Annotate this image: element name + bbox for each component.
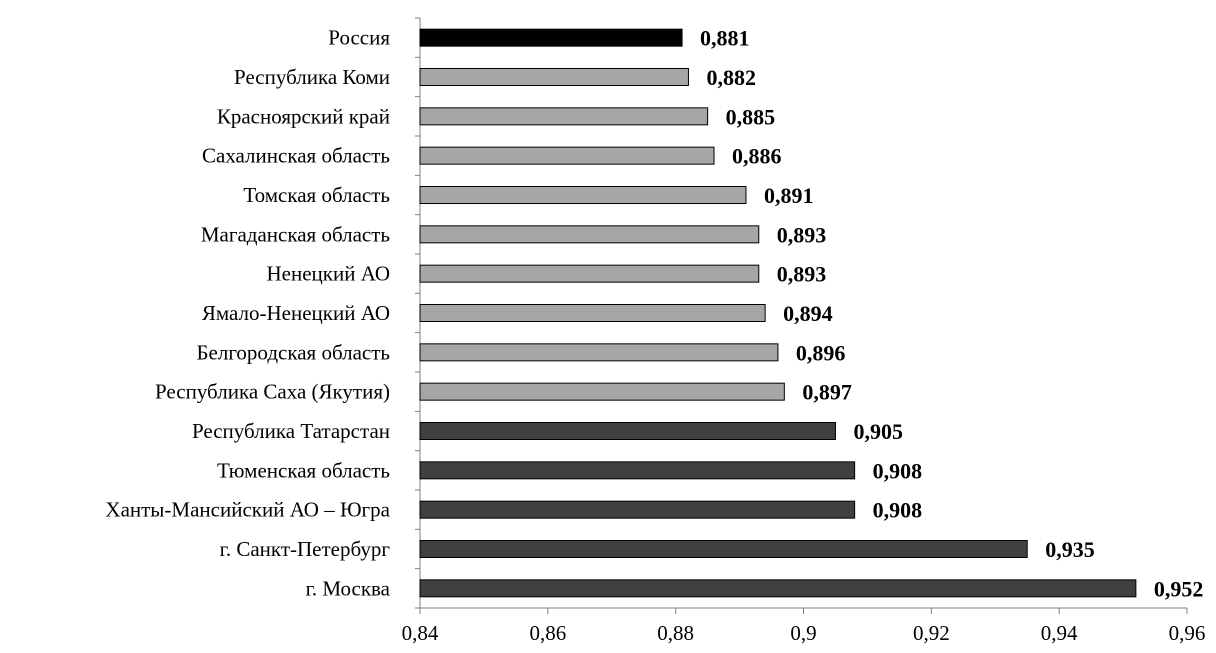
category-label: Республика Коми xyxy=(234,65,390,89)
category-label: Ненецкий АО xyxy=(267,262,391,286)
value-label: 0,896 xyxy=(796,340,846,365)
x-tick-label: 0,86 xyxy=(529,621,566,645)
bar xyxy=(419,500,856,519)
category-label: Красноярский край xyxy=(217,104,390,128)
x-tick-label: 0,84 xyxy=(402,621,439,645)
bar xyxy=(419,461,856,480)
value-label: 0,894 xyxy=(783,301,833,326)
category-label: г. Москва xyxy=(306,576,391,600)
value-label: 0,952 xyxy=(1154,576,1204,601)
category-label: г. Санкт-Петербург xyxy=(220,537,391,561)
x-tick-label: 0,94 xyxy=(1041,621,1078,645)
bar xyxy=(419,68,689,86)
bar xyxy=(419,186,747,204)
category-label: Россия xyxy=(328,26,390,50)
bar xyxy=(419,107,709,126)
value-label: 0,885 xyxy=(726,104,776,129)
value-label: 0,908 xyxy=(873,498,923,523)
bar xyxy=(419,28,683,47)
value-label: 0,908 xyxy=(873,458,923,483)
bars xyxy=(419,28,1137,598)
category-label: Магаданская область xyxy=(201,222,390,246)
category-label: Томская область xyxy=(243,183,390,207)
x-tick-label: 0,88 xyxy=(657,621,694,645)
x-tick-label: 0,96 xyxy=(1169,621,1206,645)
value-label: 0,882 xyxy=(706,65,756,90)
bar xyxy=(419,304,766,322)
category-label: Сахалинская область xyxy=(202,144,390,168)
value-label: 0,886 xyxy=(732,144,782,169)
category-label: Тюменская область xyxy=(217,458,390,482)
value-label: 0,905 xyxy=(853,419,903,444)
value-label: 0,891 xyxy=(764,183,814,208)
bar xyxy=(419,579,1137,598)
category-label: Ханты-Мансийский АО – Югра xyxy=(105,498,390,522)
category-label: Белгородская область xyxy=(196,340,390,364)
value-label: 0,893 xyxy=(777,262,827,287)
bar xyxy=(419,264,760,283)
bar xyxy=(419,540,1028,558)
category-label: Республика Саха (Якутия) xyxy=(155,380,390,404)
bar xyxy=(419,422,836,440)
bar xyxy=(419,146,715,165)
category-label: Республика Татарстан xyxy=(192,419,390,443)
bar xyxy=(419,382,785,401)
bar xyxy=(419,343,779,362)
bar xyxy=(419,225,760,244)
value-label: 0,935 xyxy=(1045,537,1095,562)
labels: 0,84 0,86 0,88 0,9 0,92 0,94 0,96 Россия 0,881 Ре… xyxy=(105,26,1205,645)
category-label: Ямало-Ненецкий АО xyxy=(202,301,390,325)
value-label: 0,897 xyxy=(802,380,852,405)
value-label: 0,881 xyxy=(700,26,750,51)
value-label: 0,893 xyxy=(777,222,827,247)
x-tick-label: 0,92 xyxy=(913,621,950,645)
x-tick-label: 0,9 xyxy=(790,621,816,645)
